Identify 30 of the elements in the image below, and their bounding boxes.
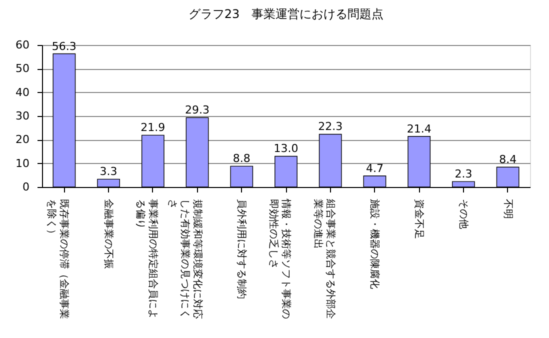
- x-tick-label: 不明: [502, 199, 513, 219]
- y-tick-label: 40: [16, 86, 30, 99]
- data-label: 21.9: [140, 121, 166, 134]
- data-label: 4.7: [366, 162, 384, 175]
- data-label: 8.8: [232, 152, 250, 166]
- y-tick-label: 10: [16, 156, 30, 170]
- data-label: 13.0: [274, 142, 298, 156]
- data-label: 3.3: [100, 165, 118, 178]
- data-label: 56.3: [52, 40, 76, 53]
- x-tick-label: 施設・機器の陳腐化: [368, 199, 381, 289]
- x-tick-label: 金融事業の不振: [102, 199, 115, 269]
- x-tick-label: 員外利用に対する制約: [236, 199, 248, 299]
- x-tick-label: 既存事業の停滞（金融事業を除く）: [46, 199, 70, 319]
- x-tick-label: 資金不足: [413, 199, 426, 239]
- x-tick-label: 規制緩和等環境変化に対応した有効事業の見つけにくさ: [166, 199, 204, 319]
- y-tick-label: 0: [22, 180, 30, 194]
- x-tick-label: その他: [457, 199, 470, 229]
- data-label: 21.4: [406, 122, 432, 136]
- y-tick-label: 60: [16, 38, 30, 52]
- data-label: 8.4: [499, 153, 517, 166]
- y-tick-label: 30: [16, 110, 30, 122]
- x-tick-label: 事業利用の特定組合員による偏り: [134, 199, 159, 319]
- x-tick-label: 組合事業と競合する外部企業等の進出: [312, 198, 336, 319]
- data-label: 29.3: [185, 104, 210, 117]
- y-tick-label: 50: [16, 62, 30, 76]
- y-tick-label: 20: [16, 133, 30, 146]
- data-label: 2.3: [454, 168, 472, 181]
- x-tick-label: 情報・技術等ソフト事業の即効性の乏しさ: [268, 198, 292, 319]
- chart-title: グラフ23 事業運営における問題点: [188, 7, 384, 21]
- data-label: 22.3: [318, 120, 343, 134]
